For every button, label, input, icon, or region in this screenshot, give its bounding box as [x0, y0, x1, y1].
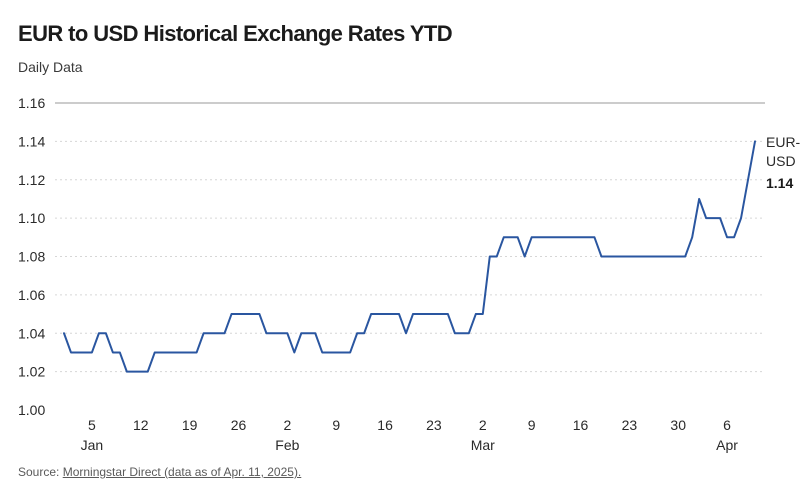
y-tick-label: 1.04	[18, 325, 45, 341]
series-line-eur-usd	[63, 140, 756, 373]
y-tick-label: 1.00	[18, 402, 45, 418]
x-month-label: Jan	[81, 437, 104, 453]
end-label-value: 1.14	[766, 175, 793, 191]
x-tick-label: 30	[670, 417, 686, 433]
end-label-line1: EUR-	[766, 134, 801, 150]
source-link[interactable]: Morningstar Direct (data as of Apr. 11, …	[62, 465, 302, 479]
y-tick-label: 1.12	[18, 172, 45, 188]
chart-title: EUR to USD Historical Exchange Rates YTD	[18, 21, 453, 46]
x-tick-label: 23	[622, 417, 638, 433]
x-month-label: Feb	[275, 437, 299, 453]
x-tick-label: 9	[332, 417, 340, 433]
y-tick-label: 1.02	[18, 364, 45, 380]
x-tick-label: 12	[133, 417, 149, 433]
y-tick-label: 1.10	[18, 210, 45, 226]
end-label: EUR- USD 1.14	[766, 134, 801, 191]
gridlines	[55, 102, 765, 373]
x-axis-month-labels: Jan Feb Mar Apr	[81, 437, 739, 453]
x-month-label: Mar	[471, 437, 495, 453]
x-tick-label: 16	[377, 417, 393, 433]
x-month-label: Apr	[716, 437, 738, 453]
x-tick-label: 5	[88, 417, 96, 433]
x-tick-label: 6	[723, 417, 731, 433]
chart-subtitle: Daily Data	[18, 59, 83, 75]
y-tick-label: 1.16	[18, 95, 45, 111]
x-tick-label: 26	[231, 417, 247, 433]
x-tick-label: 19	[182, 417, 198, 433]
y-tick-label: 1.14	[18, 133, 45, 149]
y-tick-label: 1.06	[18, 287, 45, 303]
x-tick-label: 16	[573, 417, 589, 433]
x-axis-ticks: 5 12 19 26 2 9 16 23 2 9 16 23 30 6	[88, 417, 731, 433]
line-chart: 1.00 1.02 1.04 1.06 1.08 1.10 1.12 1.14 1.16 5 12…	[18, 95, 801, 453]
end-label-line2: USD	[766, 153, 796, 169]
y-tick-label: 1.08	[18, 249, 45, 265]
x-tick-label: 2	[283, 417, 291, 433]
series-layer	[63, 140, 756, 373]
x-tick-label: 23	[426, 417, 442, 433]
y-axis-ticks: 1.00 1.02 1.04 1.06 1.08 1.10 1.12 1.14 1.16	[18, 95, 45, 418]
x-tick-label: 2	[479, 417, 487, 433]
source-note: Source: Morningstar Direct (data as of A…	[18, 465, 301, 479]
x-tick-label: 9	[528, 417, 536, 433]
source-prefix: Source:	[18, 465, 63, 479]
